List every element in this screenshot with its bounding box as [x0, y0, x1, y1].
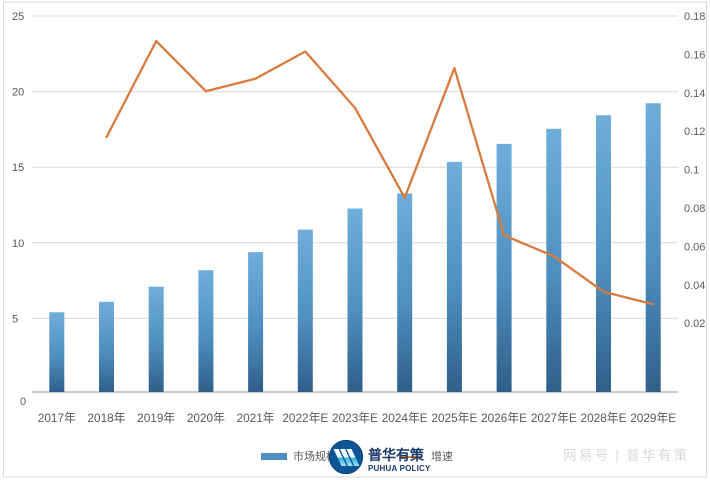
svg-text:2026年E: 2026年E: [481, 411, 527, 425]
svg-text:20: 20: [12, 87, 24, 99]
svg-text:0.08: 0.08: [684, 203, 705, 215]
svg-text:0.1: 0.1: [684, 165, 699, 177]
svg-text:0.18: 0.18: [684, 11, 705, 23]
svg-text:2028年E: 2028年E: [581, 411, 627, 425]
svg-text:0.16: 0.16: [684, 49, 705, 61]
svg-text:2027年E: 2027年E: [531, 411, 577, 425]
svg-text:2023年E: 2023年E: [332, 411, 378, 425]
svg-text:0: 0: [20, 396, 26, 408]
svg-text:2021年: 2021年: [237, 411, 275, 425]
svg-text:2025年E: 2025年E: [431, 411, 477, 425]
svg-text:0.04: 0.04: [684, 280, 705, 292]
svg-text:2024年E: 2024年E: [382, 411, 428, 425]
svg-text:10: 10: [12, 238, 24, 250]
svg-text:2022年E: 2022年E: [282, 411, 328, 425]
svg-text:2020年: 2020年: [187, 411, 225, 425]
svg-text:0.14: 0.14: [684, 88, 705, 100]
svg-text:5: 5: [12, 313, 18, 325]
svg-text:15: 15: [12, 162, 24, 174]
svg-text:网易号 | 普华有策: 网易号 | 普华有策: [563, 447, 689, 463]
svg-text:0.02: 0.02: [684, 318, 705, 330]
svg-text:25: 25: [12, 11, 24, 23]
svg-text:2029年E: 2029年E: [630, 411, 676, 425]
svg-text:0.06: 0.06: [684, 241, 705, 253]
svg-text:普华有策: 普华有策: [368, 447, 425, 463]
svg-text:PUHUA POLICY: PUHUA POLICY: [368, 464, 431, 473]
svg-text:0.12: 0.12: [684, 126, 705, 138]
svg-text:2019年: 2019年: [137, 411, 175, 425]
svg-text:2017年: 2017年: [38, 411, 76, 425]
svg-text:2018年: 2018年: [87, 411, 125, 425]
